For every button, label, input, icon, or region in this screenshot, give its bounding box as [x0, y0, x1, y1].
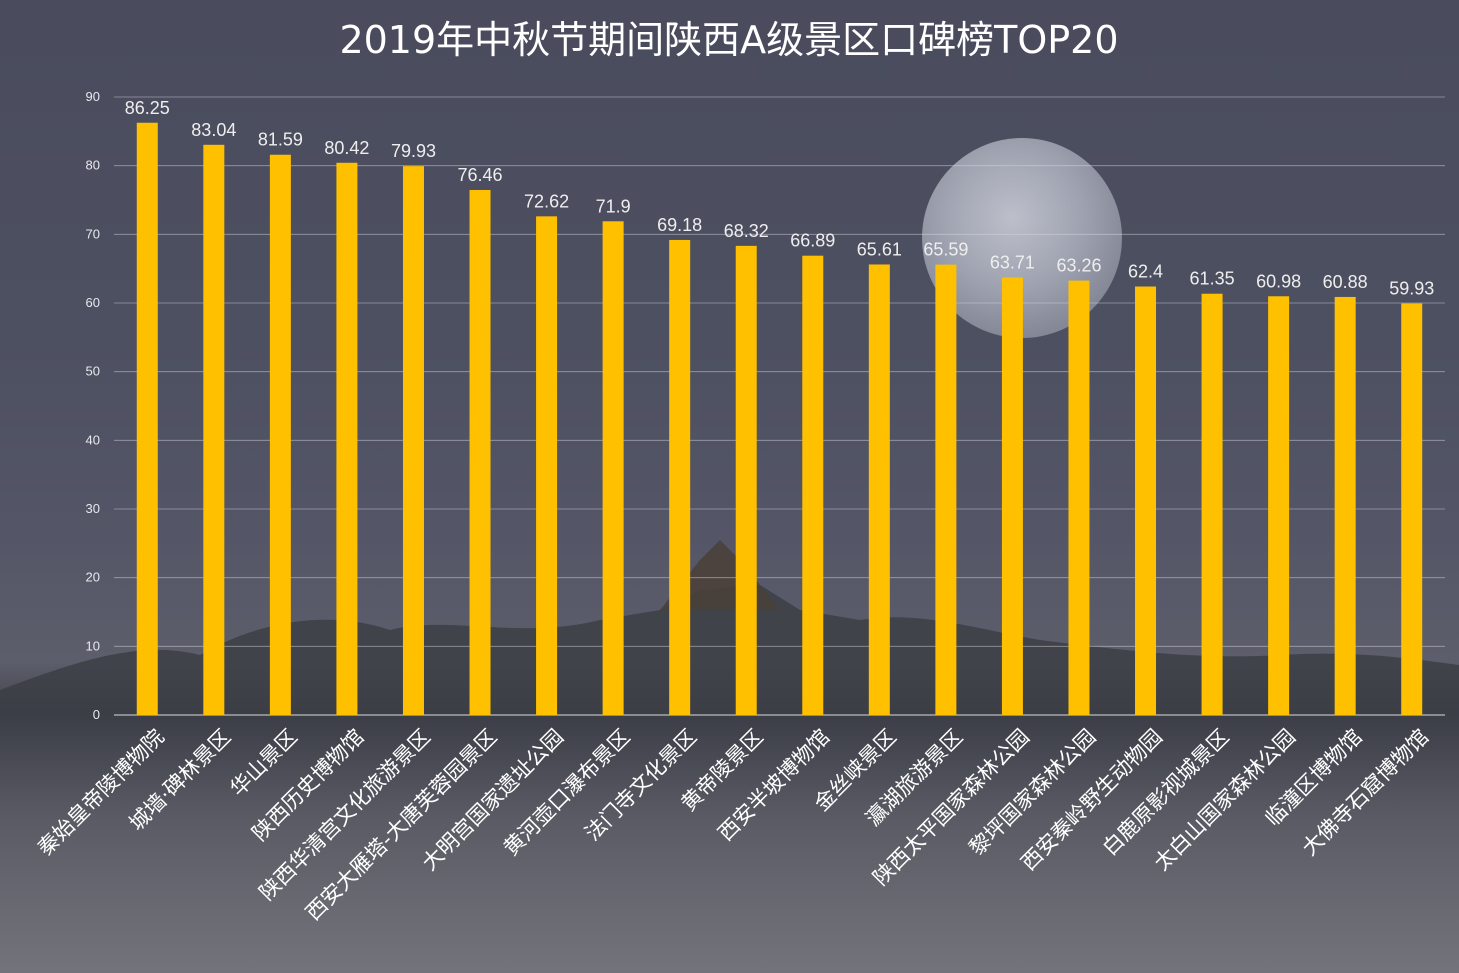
- value-label: 71.9: [596, 196, 631, 216]
- y-tick-label: 70: [86, 226, 100, 241]
- y-tick-label: 90: [86, 89, 100, 104]
- bar: [136, 122, 158, 715]
- y-tick-label: 60: [86, 295, 100, 310]
- y-tick-label: 50: [86, 364, 100, 379]
- value-label: 62.4: [1128, 262, 1163, 282]
- y-tick-label: 30: [86, 501, 100, 516]
- y-tick-label: 40: [86, 432, 100, 447]
- value-label: 68.32: [724, 221, 769, 241]
- value-label: 86.25: [125, 98, 170, 118]
- bar: [203, 144, 225, 716]
- y-tick-label: 80: [86, 158, 100, 173]
- bar: [1201, 293, 1223, 715]
- value-label: 81.59: [258, 130, 303, 150]
- chart-title: 2019年中秋节期间陕西A级景区口碑榜TOP20: [339, 18, 1118, 62]
- bar: [868, 264, 890, 715]
- value-label: 61.35: [1190, 269, 1235, 289]
- value-label: 76.46: [458, 165, 503, 185]
- value-label: 66.89: [790, 231, 835, 251]
- value-label: 60.88: [1323, 272, 1368, 292]
- bar: [1268, 296, 1290, 715]
- value-label: 63.71: [990, 253, 1035, 273]
- value-label: 80.42: [324, 138, 369, 158]
- y-tick-label: 10: [86, 638, 100, 653]
- value-label: 83.04: [191, 120, 236, 140]
- value-label: 69.18: [657, 215, 702, 235]
- bar: [802, 255, 824, 715]
- treeline-image: [0, 585, 1459, 715]
- bar: [1401, 303, 1423, 715]
- y-axis-ticks: 0 10 20 30 40 50 60 70 80 90: [86, 89, 100, 722]
- value-labels: 86.25 83.04 81.59 80.42 79.93 76.46 72.62 71.9 6…: [125, 98, 1434, 299]
- value-label: 65.61: [857, 239, 902, 259]
- bars: [136, 122, 1423, 716]
- bar: [336, 162, 358, 716]
- bar: [1334, 296, 1356, 715]
- value-label: 63.26: [1056, 256, 1101, 276]
- bar: [1001, 277, 1023, 715]
- bar: [602, 221, 624, 715]
- bar: [536, 216, 558, 716]
- value-label: 79.93: [391, 141, 436, 161]
- background-scenery: [0, 138, 1459, 973]
- value-label: 59.93: [1389, 278, 1434, 298]
- y-tick-label: 20: [86, 570, 100, 585]
- bar: [669, 239, 691, 716]
- water-image: [0, 715, 1459, 973]
- bar: [735, 245, 757, 716]
- bar: [269, 154, 291, 716]
- value-label: 72.62: [524, 191, 569, 211]
- bar: [1135, 286, 1157, 715]
- bar: [402, 166, 424, 715]
- bar: [469, 189, 491, 715]
- value-label: 60.98: [1256, 271, 1301, 291]
- bar: [1068, 280, 1090, 715]
- y-tick-label: 0: [93, 707, 100, 722]
- grid-lines: [114, 96, 1445, 716]
- bar: [935, 264, 957, 715]
- value-label: 65.59: [923, 240, 968, 260]
